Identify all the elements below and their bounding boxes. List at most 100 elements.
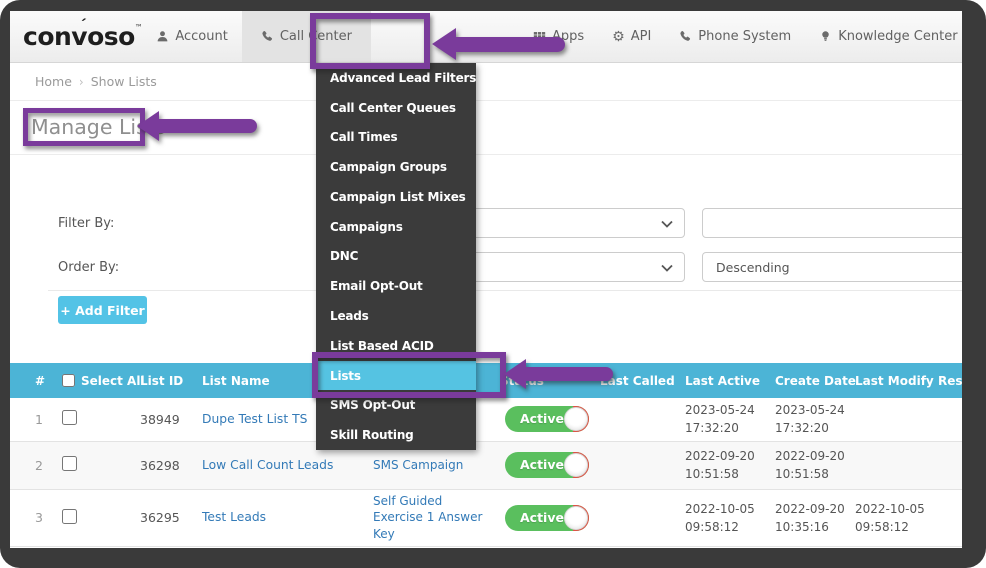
col-header-status[interactable]: Status	[490, 363, 600, 398]
col-header-reset[interactable]: Rese	[938, 363, 962, 398]
nav-item-apps[interactable]: Apps	[519, 11, 598, 62]
nav-item-label: API	[630, 29, 652, 44]
list-id-cell: 38949	[140, 411, 180, 427]
row-number: 2	[35, 457, 43, 473]
col-header-last-called[interactable]: Last Called	[600, 363, 685, 398]
create-date-cell: 2023-05-24 17:32:20	[775, 403, 845, 436]
toggle-knob	[564, 453, 588, 477]
menu-item-email-opt-out[interactable]: Email Opt-Out	[330, 279, 423, 294]
last-active-cell: 2023-05-24 17:32:20	[685, 403, 755, 436]
col-header-select-all: Select All	[55, 363, 145, 398]
filter-value-input[interactable]	[702, 208, 962, 238]
menu-item-call-times[interactable]: Call Times	[330, 130, 398, 145]
select-all-label: Select All	[81, 373, 145, 388]
menu-item-lists[interactable]: Lists	[316, 360, 476, 391]
create-date-cell: 2022-09-20 10:35:16	[775, 501, 845, 534]
menu-item-sms-opt-out[interactable]: SMS Opt-Out	[330, 398, 416, 413]
list-name-link[interactable]: Test Leads	[202, 510, 267, 525]
nav-item-api[interactable]: ⚙ API	[598, 11, 665, 62]
table-header-row: # Select All List ID List Name Status La…	[10, 363, 962, 398]
last-active-cell: 2022-09-20 10:51:58	[685, 449, 755, 481]
order-by-label: Order By:	[58, 260, 120, 275]
list-id-cell: 36298	[140, 457, 180, 473]
campaign-link[interactable]: Self Guided Exercise 1 Answer Key	[373, 494, 483, 541]
row-checkbox[interactable]	[62, 456, 77, 471]
status-label: Active	[520, 509, 564, 525]
breadcrumb-separator: ›	[78, 74, 84, 89]
status-toggle[interactable]: Active	[505, 452, 589, 478]
menu-item-campaign-list-mixes[interactable]: Campaign List Mixes	[330, 189, 466, 204]
menu-item-list-based-acid[interactable]: List Based ACID	[330, 338, 434, 353]
nav-item-call-center[interactable]: Call Center	[241, 11, 371, 62]
table-row: 3 36295 Test Leads Self Guided Exercise …	[10, 489, 962, 546]
row-number: 3	[35, 510, 43, 525]
chevron-down-icon	[661, 264, 673, 272]
nav-item-account[interactable]: Account	[142, 11, 242, 62]
nav-menu: Account Call Center Apps ⚙ API Phone	[142, 11, 962, 62]
title-section: Manage Lists	[10, 101, 962, 155]
col-header-last-modify[interactable]: Last Modify	[855, 363, 938, 398]
last-modify-cell: 2022-10-05 09:58:12	[855, 501, 925, 534]
col-header-num: #	[10, 363, 55, 398]
last-called-cell	[600, 398, 685, 441]
filter-divider	[48, 290, 962, 291]
filter-by-label: Filter By:	[58, 216, 115, 231]
apps-grid-icon	[533, 32, 546, 42]
create-date-cell: 2022-09-20 10:51:58	[775, 449, 845, 481]
order-direction-select[interactable]: Descending	[702, 252, 962, 282]
last-called-cell	[600, 489, 685, 546]
nav-item-label: Call Center	[279, 29, 352, 44]
lists-table: # Select All List ID List Name Status La…	[10, 363, 962, 547]
breadcrumb-home[interactable]: Home	[35, 74, 72, 89]
last-active-cell: 2022-10-05 09:58:12	[685, 501, 755, 534]
menu-item-skill-routing[interactable]: Skill Routing	[330, 428, 414, 443]
last-called-cell	[600, 441, 685, 489]
page-title: Manage Lists	[31, 115, 166, 139]
chevron-down-icon	[661, 220, 673, 228]
add-filter-button[interactable]: + Add Filter	[58, 296, 147, 324]
nav-item-knowledge-center[interactable]: Knowledge Center	[805, 11, 962, 62]
logo-text: convoso	[23, 22, 135, 51]
col-header-create-date[interactable]: Create Date	[775, 363, 856, 398]
app-window: convoso ˊ ™ Account Call Center Apps ⚙	[10, 11, 962, 548]
select-all-checkbox[interactable]	[62, 373, 75, 388]
order-direction-value: Descending	[716, 259, 790, 275]
last-modify-cell	[855, 441, 938, 489]
campaign-link[interactable]: SMS Campaign	[373, 457, 464, 472]
toggle-knob	[564, 505, 588, 530]
status-toggle[interactable]: Active	[505, 504, 589, 531]
menu-item-campaign-groups[interactable]: Campaign Groups	[330, 160, 447, 175]
row-checkbox[interactable]	[62, 410, 77, 426]
phone-icon	[680, 30, 691, 41]
gear-icon: ⚙	[612, 28, 625, 45]
user-icon	[157, 31, 168, 42]
nav-item-phone-system[interactable]: Phone System	[665, 11, 805, 62]
list-name-link[interactable]: Dupe Test List TS	[202, 411, 308, 426]
table-row: 2 36298 Low Call Count Leads SMS Campaig…	[10, 441, 962, 489]
call-center-dropdown: Advanced Lead Filters Call Center Queues…	[316, 63, 476, 450]
row-number: 1	[35, 411, 43, 427]
lightbulb-icon	[822, 31, 829, 41]
nav-item-label: Knowledge Center	[838, 29, 958, 44]
menu-item-dnc[interactable]: DNC	[330, 249, 359, 264]
menu-item-leads[interactable]: Leads	[330, 309, 369, 323]
nav-item-label: Account	[175, 29, 228, 44]
col-header-list-id[interactable]: List ID	[140, 363, 202, 398]
row-checkbox[interactable]	[62, 508, 77, 524]
status-toggle[interactable]: Active	[505, 406, 589, 433]
nav-item-label: Phone System	[698, 29, 792, 44]
nav-spacer	[371, 11, 519, 62]
list-name-link[interactable]: Low Call Count Leads	[202, 457, 334, 472]
toggle-knob	[564, 407, 588, 432]
menu-item-campaigns[interactable]: Campaigns	[330, 219, 403, 234]
menu-item-call-center-queues[interactable]: Call Center Queues	[330, 100, 456, 115]
menu-item-advanced-lead-filters[interactable]: Advanced Lead Filters	[330, 70, 477, 85]
phone-icon	[262, 30, 272, 41]
status-label: Active	[520, 411, 564, 427]
status-label: Active	[520, 457, 564, 472]
nav-item-label: Apps	[551, 29, 585, 44]
table-row: 1 38949 Dupe Test List TS Active 2023-05…	[10, 398, 962, 441]
col-header-last-active[interactable]: Last Active	[685, 363, 775, 398]
convoso-logo[interactable]: convoso ˊ ™	[23, 15, 143, 51]
